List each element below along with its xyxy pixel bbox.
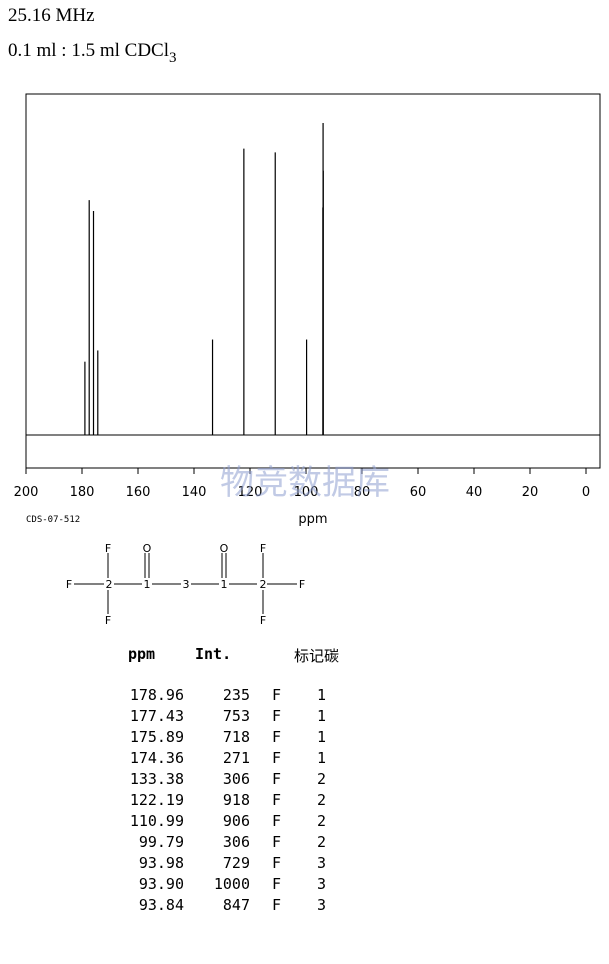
cell-ppm: 99.79 (138, 833, 184, 851)
cell-atom: F (272, 812, 282, 830)
cell-ppm: 93.98 (138, 854, 184, 872)
atom-label: F (105, 542, 111, 555)
cell-int: 306 (222, 770, 250, 788)
cell-atom: F (272, 749, 282, 767)
nmr-spectrum: 200 180 160 140 120 100 80 60 40 20 0 ppm 物竞数据库 CD… (14, 93, 601, 627)
cell-atom: F (272, 854, 282, 872)
cell-atom: F (272, 728, 282, 746)
molecule-diagram: F F 2 F O 1 3 O 1 F 2 F F (66, 542, 305, 627)
cell-ppm: 133.38 (129, 770, 184, 788)
cell-atom: F (272, 833, 282, 851)
cell-ppm: 93.84 (138, 896, 184, 914)
atom-label: O (143, 542, 152, 555)
col-ppm: ppm (128, 645, 156, 663)
x-tick-label: 60 (410, 485, 427, 500)
atom-label: F (260, 542, 266, 555)
cell-atom: F (272, 896, 282, 914)
atom-label: 2 (260, 578, 267, 591)
table-row: 178.96 235 F 1 (112, 686, 372, 707)
cell-atom: F (272, 707, 282, 725)
cell-int: 847 (222, 896, 250, 914)
cell-atom: F (272, 875, 282, 893)
atom-label: 1 (144, 578, 151, 591)
solvent-label: 0.1 ml : 1.5 ml CDCl3 (8, 40, 177, 67)
cell-int: 729 (222, 854, 250, 872)
cell-carbon: 2 (317, 791, 327, 809)
table-row: 175.89 718 F 1 (112, 728, 372, 749)
x-axis-label: ppm (298, 512, 327, 527)
col-carbon: 标记碳 (294, 647, 340, 665)
atom-label: F (66, 578, 72, 591)
cell-carbon: 2 (317, 812, 327, 830)
cell-carbon: 1 (317, 749, 327, 767)
table-row: 99.79 306 F 2 (112, 833, 372, 854)
cell-int: 306 (222, 833, 250, 851)
cell-ppm: 175.89 (129, 728, 184, 746)
cell-atom: F (272, 770, 282, 788)
table-row: 110.99 906 F 2 (112, 812, 372, 833)
x-tick-label: 180 (70, 485, 95, 500)
atom-label: 3 (183, 578, 190, 591)
cell-int: 271 (222, 749, 250, 767)
cell-ppm: 178.96 (129, 686, 184, 704)
x-tick-label: 200 (14, 485, 39, 500)
cell-atom: F (272, 791, 282, 809)
cell-carbon: 3 (317, 854, 327, 872)
cell-int: 918 (222, 791, 250, 809)
cell-ppm: 177.43 (129, 707, 184, 725)
cell-int: 906 (222, 812, 250, 830)
atom-label: F (260, 614, 266, 627)
cell-int: 1000 (213, 875, 250, 893)
x-tick-label: 80 (354, 485, 371, 500)
atom-label: 1 (221, 578, 228, 591)
cell-carbon: 2 (317, 770, 327, 788)
table-row: 177.43 753 F 1 (112, 707, 372, 728)
cell-carbon: 1 (317, 728, 327, 746)
atom-label: F (105, 614, 111, 627)
spectrum-code: CDS-07-512 (26, 515, 80, 525)
cell-carbon: 1 (317, 686, 327, 704)
atom-label: O (220, 542, 229, 555)
cell-ppm: 122.19 (129, 791, 184, 809)
x-tick-label: 0 (582, 485, 590, 500)
solvent-main: 0.1 ml : 1.5 ml CDCl (8, 40, 169, 61)
cell-atom: F (272, 686, 282, 704)
cell-ppm: 110.99 (129, 812, 184, 830)
x-tick-label: 100 (294, 485, 319, 500)
table-row: 174.36 271 F 1 (112, 749, 372, 770)
cell-carbon: 1 (317, 707, 327, 725)
x-tick-label: 160 (126, 485, 151, 500)
atom-label: 2 (106, 578, 113, 591)
atom-label: F (299, 578, 305, 591)
frequency-label: 25.16 MHz (8, 5, 95, 26)
x-tick-label: 20 (522, 485, 539, 500)
cell-int: 753 (222, 707, 250, 725)
watermark: 物竞数据库 (220, 463, 390, 503)
plot-frame (25, 93, 601, 469)
table-row: 93.90 1000 F 3 (112, 875, 372, 896)
table-row: 93.84 847 F 3 (112, 896, 372, 917)
x-tick-label: 140 (182, 485, 207, 500)
x-tick-label: 40 (466, 485, 483, 500)
table-row: 93.98 729 F 3 (112, 854, 372, 875)
col-int: Int. (195, 645, 232, 663)
x-tick-label: 120 (238, 485, 263, 500)
cell-carbon: 3 (317, 896, 327, 914)
cell-int: 235 (222, 686, 250, 704)
table-row: 122.19 918 F 2 (112, 791, 372, 812)
cell-int: 718 (222, 728, 250, 746)
cell-carbon: 2 (317, 833, 327, 851)
cell-ppm: 174.36 (129, 749, 184, 767)
cell-ppm: 93.90 (138, 875, 184, 893)
table-row: 133.38 306 F 2 (112, 770, 372, 791)
solvent-subscript: 3 (169, 50, 177, 66)
cell-carbon: 3 (317, 875, 327, 893)
